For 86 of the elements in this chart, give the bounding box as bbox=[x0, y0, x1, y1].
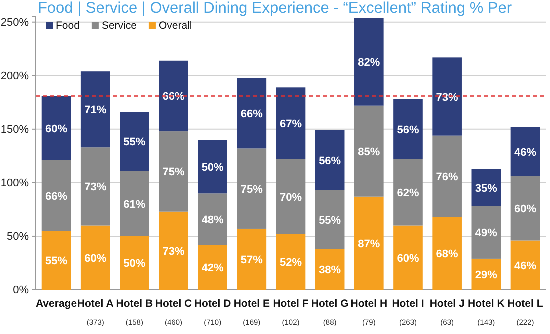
data-label: 71% bbox=[84, 104, 107, 117]
y-tick-label: 250% bbox=[0, 16, 30, 29]
bar bbox=[354, 196, 384, 290]
x-tick-label: Average bbox=[36, 298, 78, 310]
data-label: 55% bbox=[46, 256, 68, 268]
bar bbox=[159, 60, 188, 132]
data-label: 60% bbox=[514, 204, 537, 216]
bar bbox=[42, 96, 72, 160]
bar bbox=[120, 112, 150, 172]
data-label: 70% bbox=[280, 192, 302, 204]
data-label: 48% bbox=[202, 214, 224, 226]
bar bbox=[276, 234, 306, 290]
data-label: 46% bbox=[514, 146, 537, 159]
bar bbox=[472, 169, 502, 206]
bar bbox=[80, 72, 110, 148]
bar bbox=[510, 127, 540, 177]
bar bbox=[80, 148, 110, 226]
data-label: 35% bbox=[475, 182, 498, 195]
data-label: 67% bbox=[280, 118, 302, 131]
data-label: 56% bbox=[319, 155, 342, 168]
bar bbox=[237, 228, 267, 290]
bar bbox=[237, 148, 267, 229]
bar bbox=[315, 190, 345, 250]
bar bbox=[120, 171, 150, 236]
bar bbox=[198, 140, 228, 194]
y-tick-label: 100% bbox=[0, 177, 30, 190]
data-label: 68% bbox=[436, 248, 459, 261]
data-label: 82% bbox=[358, 56, 380, 69]
data-label: 87% bbox=[358, 238, 380, 250]
bar bbox=[315, 130, 345, 190]
y-tick-label: 50% bbox=[6, 230, 30, 243]
legend-label: Service bbox=[102, 20, 138, 32]
data-label: 46% bbox=[514, 260, 537, 272]
bar bbox=[394, 99, 423, 160]
data-label: 50% bbox=[124, 258, 146, 270]
data-label: 60% bbox=[46, 123, 68, 136]
bar bbox=[432, 58, 462, 136]
data-label: 76% bbox=[436, 172, 459, 184]
data-label: 62% bbox=[397, 188, 420, 200]
bar bbox=[432, 217, 462, 290]
bar bbox=[198, 194, 228, 246]
data-label: 57% bbox=[240, 254, 264, 266]
data-label: 66% bbox=[46, 190, 68, 203]
y-tick-label: 150% bbox=[0, 124, 30, 136]
bar bbox=[510, 240, 540, 290]
data-label: 52% bbox=[280, 257, 302, 270]
chart-title: Food | Service | Overall Dining Experience - “Excellent” Rating % Per bbox=[38, 0, 512, 17]
bar bbox=[394, 159, 423, 226]
data-label: 60% bbox=[84, 252, 107, 265]
bar bbox=[354, 106, 384, 197]
bar bbox=[120, 236, 150, 290]
data-label: 73% bbox=[84, 182, 107, 194]
bar bbox=[80, 226, 110, 290]
y-tick-label: 0% bbox=[13, 284, 30, 297]
data-label: 61% bbox=[124, 198, 146, 211]
legend-label: Food bbox=[56, 20, 80, 32]
bar bbox=[354, 18, 384, 106]
data-label: 85% bbox=[358, 146, 380, 158]
bar bbox=[159, 212, 188, 290]
data-label: 50% bbox=[202, 162, 224, 174]
data-label: 75% bbox=[162, 166, 185, 179]
y-tick-label: 200% bbox=[0, 70, 30, 82]
bar bbox=[237, 78, 267, 149]
bar bbox=[276, 88, 306, 160]
bar bbox=[472, 206, 502, 259]
bar bbox=[432, 136, 462, 218]
data-label: 73% bbox=[436, 92, 459, 104]
data-label: 56% bbox=[397, 124, 420, 136]
bar bbox=[198, 245, 228, 290]
data-label: 66% bbox=[240, 108, 264, 120]
data-label: 42% bbox=[202, 262, 224, 275]
data-label: 60% bbox=[397, 252, 420, 265]
bar bbox=[394, 226, 423, 290]
bar bbox=[42, 231, 72, 290]
data-label: 55% bbox=[124, 136, 146, 149]
bar bbox=[510, 176, 540, 241]
bar bbox=[42, 160, 72, 232]
data-label: 73% bbox=[162, 246, 185, 258]
data-label: 55% bbox=[319, 214, 342, 227]
legend-label: Overall bbox=[158, 20, 192, 32]
data-label: 49% bbox=[475, 228, 498, 240]
data-label: 29% bbox=[475, 269, 498, 282]
data-label: 75% bbox=[240, 184, 264, 196]
bar bbox=[276, 159, 306, 234]
bar bbox=[159, 132, 188, 212]
data-label: 38% bbox=[319, 264, 342, 277]
